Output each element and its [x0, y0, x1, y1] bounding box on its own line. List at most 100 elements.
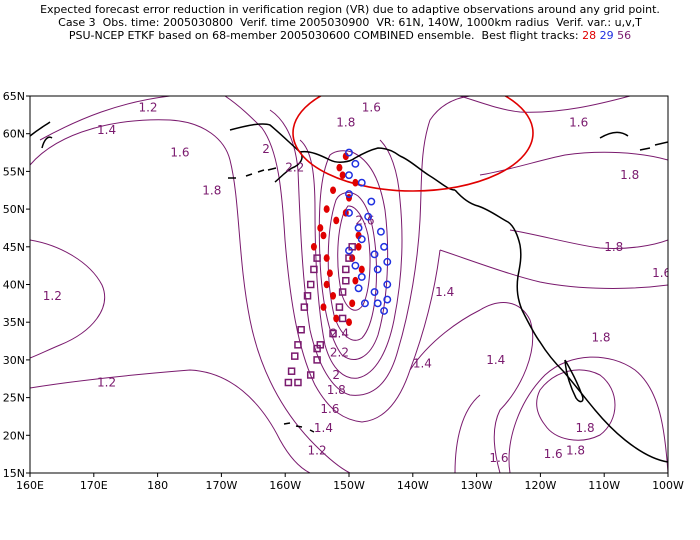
track-c-point: [329, 329, 337, 338]
track-a-point: [310, 243, 317, 251]
contour-label: 1.4: [314, 421, 333, 435]
x-tick-label: 160W: [269, 479, 301, 492]
coast-north-america: [454, 189, 668, 463]
track-b-point: [373, 299, 382, 308]
contour-1-6-bottom-mid: [454, 394, 481, 473]
track-c-point: [306, 371, 315, 379]
track-b-point: [367, 197, 376, 206]
contour-label: 1.6: [652, 266, 671, 280]
track-a-point: [352, 178, 359, 187]
track-b-point: [373, 265, 382, 274]
contour-label: 1.2: [97, 376, 116, 390]
track-c-point: [313, 254, 321, 262]
contour-label: 1.4: [435, 285, 454, 299]
track-c-point: [345, 254, 353, 262]
contour-label: 1.8: [202, 183, 221, 197]
y-tick-label: 20N: [3, 429, 25, 442]
contour-label: 2.4: [330, 327, 349, 341]
contour-2-6: [337, 205, 371, 311]
track-a-point: [349, 299, 356, 308]
x-axis: 160E 170E 180 170W 160W 150W 140W 130W 120W 110W 1…: [16, 473, 684, 492]
contour-label: 2: [332, 368, 340, 382]
y-tick-label: 60N: [3, 128, 25, 141]
track-a-point: [326, 269, 333, 277]
track-a-point: [330, 292, 337, 300]
track-b-point: [345, 148, 353, 157]
track-a-point: [336, 163, 343, 172]
contour-label: 1.2: [43, 289, 62, 303]
contour-label-layer: 1.21.21.21.41.61.822.21.81.61.61.81.81.6…: [43, 100, 671, 465]
contour-label: 1.4: [486, 353, 505, 367]
contour-label: 1.6: [170, 146, 189, 160]
track-a-point: [355, 231, 362, 240]
track-b-point: [361, 299, 369, 308]
track-a-point: [355, 243, 362, 251]
contour-label: 1.2: [308, 443, 327, 457]
coast-asia: [30, 121, 53, 149]
x-tick-label: 140W: [397, 479, 429, 492]
flight-track-layer: [284, 148, 392, 387]
coast-canada-islands: [599, 131, 668, 151]
map-plot-area: 1.21.21.21.41.61.822.21.81.61.61.81.81.6…: [30, 96, 671, 473]
contour-label: 1.6: [320, 402, 339, 416]
contour-1-2-top: [39, 96, 171, 141]
y-tick-label: 35N: [3, 316, 25, 329]
x-tick-label: 150W: [333, 479, 365, 492]
contour-label: 2.6: [355, 213, 374, 227]
contour-label: 1.6: [544, 447, 563, 461]
track-b-point: [351, 261, 360, 270]
title-line-3-prefix: PSU-NCEP ETKF based on 68-member 2005030…: [68, 29, 579, 42]
track-c-point: [342, 276, 350, 285]
contour-label: 1.4: [97, 123, 116, 137]
track-a-point: [339, 171, 346, 179]
track-b-point: [364, 212, 373, 221]
contour-1-8-coastal: [479, 151, 668, 176]
track-c-point: [306, 280, 315, 289]
track-b-point: [383, 295, 392, 304]
track-a-point: [323, 205, 330, 213]
track-c-point: [342, 265, 350, 274]
y-tick-label: 55N: [3, 165, 25, 178]
contour-1-4-right: [409, 302, 534, 473]
contour-label: 1.8: [327, 383, 346, 397]
track-a-point: [333, 216, 340, 225]
track-c-point: [338, 288, 347, 296]
track-b-point: [354, 224, 363, 232]
contour-label: 1.2: [138, 100, 157, 114]
track-b-point: [354, 284, 363, 293]
track-b-point: [345, 190, 353, 198]
track-b-point: [357, 235, 366, 244]
track-a-point: [352, 276, 359, 285]
contour-1-6-lower-right: [439, 249, 668, 289]
track-a-point: [320, 303, 327, 311]
title-line-1: Expected forecast error reduction in ver…: [40, 3, 660, 16]
map-frame: [29, 95, 669, 474]
track-c-point: [284, 378, 293, 387]
track-b-point: [370, 288, 379, 296]
title-line-3: PSU-NCEP ETKF based on 68-member 2005030…: [0, 29, 700, 43]
contour-1-8: [269, 96, 471, 396]
contour-1-2-left: [30, 239, 106, 359]
coast-hawaii: [283, 422, 315, 433]
contour-label: 1.6: [489, 451, 508, 465]
track-b-point: [345, 171, 353, 180]
track-b-point: [351, 159, 360, 168]
verification-region-circle: [292, 96, 534, 192]
x-tick-label: 170W: [205, 479, 237, 492]
contour-1-8-inner-right: [509, 229, 668, 249]
x-tick-label: 170E: [80, 479, 108, 492]
track-c-point: [297, 325, 305, 334]
track-c-point: [348, 243, 356, 251]
y-tick-label: 50N: [3, 203, 25, 216]
track-b-point: [370, 250, 379, 259]
coastlines: [30, 121, 668, 463]
track-b-point: [357, 273, 366, 281]
track-c-point: [338, 314, 347, 323]
contour-label: 1.8: [336, 115, 355, 129]
track-b-legend: 29: [599, 29, 614, 42]
contour-label: 2.2: [330, 345, 349, 359]
track-c-point: [300, 303, 309, 311]
track-c-point: [310, 265, 318, 274]
track-a-point: [323, 254, 330, 262]
